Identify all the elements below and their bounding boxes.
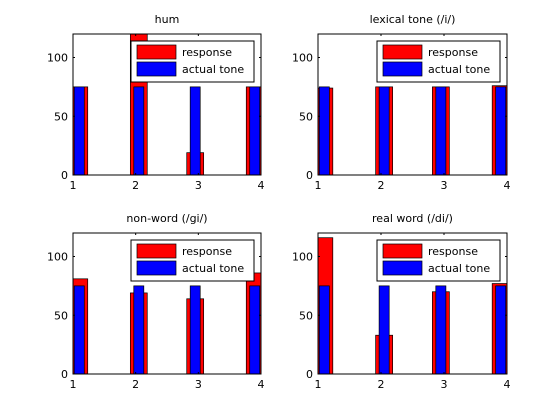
legend: response actual tone	[130, 40, 255, 83]
y-tick-label: 100	[47, 52, 68, 65]
x-tick-label: 1	[315, 378, 322, 391]
subplot-title: non-word (/gi/)	[126, 212, 207, 225]
legend-swatch	[382, 243, 423, 259]
y-tick-label: 50	[299, 309, 313, 322]
x-tick-label: 4	[504, 179, 511, 192]
actual-tone-bar	[435, 86, 447, 175]
legend-label: actual tone	[182, 262, 244, 275]
actual-tone-bar	[73, 285, 85, 374]
axes-frame	[72, 33, 262, 176]
x-tick-label: 4	[258, 378, 265, 391]
actual-tone-bar	[378, 86, 390, 175]
y-tick-label: 100	[47, 251, 68, 264]
x-tick-label: 2	[132, 179, 139, 192]
x-tick-label: 2	[378, 179, 385, 192]
legend-swatch	[382, 61, 423, 77]
legend-label: response	[182, 46, 232, 59]
subplot: 1 2 3 4 0 50 100 real word (/di/) response actual…	[292, 212, 511, 391]
legend-swatch	[136, 243, 177, 259]
y-tick-label: 0	[306, 169, 313, 182]
subplot-title: real word (/di/)	[372, 212, 453, 225]
x-tick-label: 4	[504, 378, 511, 391]
subplot-title: hum	[155, 13, 180, 26]
axes-frame	[72, 232, 262, 375]
x-tick-label: 1	[70, 378, 77, 391]
subplot: 1 2 3 4 0 50 100 non-word (/gi/) response actual …	[47, 212, 265, 391]
legend-swatch	[382, 260, 423, 276]
legend-label: actual tone	[428, 262, 490, 275]
actual-tone-bar	[249, 285, 261, 374]
actual-tone-bar	[133, 285, 145, 374]
legend-label: response	[182, 245, 232, 258]
legend-label: response	[428, 245, 478, 258]
legend-swatch	[136, 44, 177, 60]
actual-tone-bar	[133, 86, 145, 175]
legend-label: response	[428, 46, 478, 59]
axes-frame	[317, 232, 508, 375]
legend: response actual tone	[376, 239, 501, 282]
x-tick-label: 2	[378, 378, 385, 391]
legend: response actual tone	[376, 40, 501, 83]
x-tick-label: 1	[315, 179, 322, 192]
axes-frame	[317, 33, 508, 176]
actual-tone-bar	[495, 86, 507, 175]
legend: response actual tone	[130, 239, 255, 282]
subplot: 1 2 3 4 0 50 100 lexical tone (/i/) response actu…	[292, 13, 511, 192]
subplot: 1 2 3 4 0 50 100 hum response actual tone	[47, 13, 265, 192]
y-tick-label: 0	[61, 368, 68, 381]
actual-tone-bar	[189, 86, 201, 175]
y-tick-label: 100	[292, 251, 313, 264]
x-tick-label: 3	[195, 179, 202, 192]
actual-tone-bar	[318, 285, 330, 374]
actual-tone-bar	[318, 86, 330, 175]
bars	[318, 237, 507, 374]
actual-tone-bar	[189, 285, 201, 374]
actual-tone-bar	[378, 285, 390, 374]
x-tick-label: 4	[258, 179, 265, 192]
bars	[318, 85, 507, 175]
bars	[73, 272, 261, 374]
y-tick-label: 100	[292, 52, 313, 65]
actual-tone-bar	[435, 285, 447, 374]
y-tick-label: 50	[54, 309, 68, 322]
x-tick-label: 3	[441, 378, 448, 391]
x-tick-label: 3	[195, 378, 202, 391]
actual-tone-bar	[249, 86, 261, 175]
legend-swatch	[136, 260, 177, 276]
y-tick-label: 0	[306, 368, 313, 381]
actual-tone-bar	[495, 285, 507, 374]
actual-tone-bar	[73, 86, 85, 175]
subplot-title: lexical tone (/i/)	[370, 13, 456, 26]
y-tick-label: 0	[61, 169, 68, 182]
x-tick-label: 2	[132, 378, 139, 391]
legend-label: actual tone	[428, 63, 490, 76]
y-tick-label: 50	[54, 110, 68, 123]
x-tick-label: 1	[70, 179, 77, 192]
x-tick-label: 3	[441, 179, 448, 192]
legend-swatch	[382, 44, 423, 60]
y-tick-label: 50	[299, 110, 313, 123]
legend-swatch	[136, 61, 177, 77]
legend-label: actual tone	[182, 63, 244, 76]
